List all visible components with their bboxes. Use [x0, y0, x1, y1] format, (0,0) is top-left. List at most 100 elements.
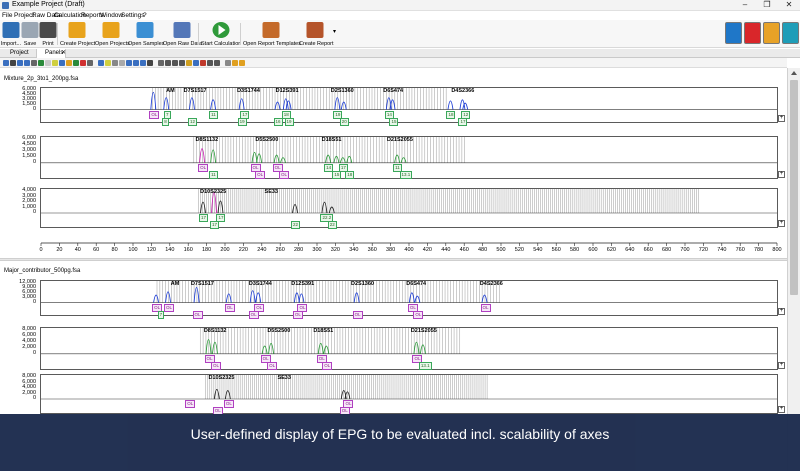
marker-label[interactable]: D6S474 [406, 281, 427, 287]
ruler-icon[interactable] [147, 60, 153, 66]
off-ladder-call-box[interactable]: OL [204, 354, 215, 363]
off-ladder-call-box[interactable]: OL [297, 303, 308, 312]
trace-peak[interactable] [285, 100, 292, 110]
dye-green-icon[interactable] [38, 60, 44, 66]
trace-peak[interactable] [481, 294, 488, 303]
trace-peak[interactable] [212, 341, 218, 354]
trace-peak[interactable] [419, 344, 426, 354]
allele-call-box[interactable]: 19 [284, 117, 294, 126]
epg-panel[interactable] [40, 327, 778, 370]
trace-peak[interactable] [225, 293, 232, 303]
epg-panel[interactable] [40, 87, 778, 123]
arrow-down-icon[interactable] [239, 60, 245, 66]
allele-call-box[interactable]: 17 [210, 221, 220, 229]
trace-peak[interactable] [165, 291, 171, 303]
dye-orange-icon[interactable] [66, 60, 72, 66]
trace-peak[interactable] [339, 157, 346, 163]
trace-peak[interactable] [328, 206, 335, 214]
allele-call-box[interactable]: 22 [291, 221, 301, 229]
off-ladder-call-box[interactable]: OL [149, 110, 160, 119]
allele-call-box[interactable]: 19 [333, 110, 343, 119]
allele-call-box[interactable]: 13.1 [399, 170, 413, 179]
off-ladder-call-box[interactable]: OL [152, 303, 163, 312]
toolbar-button-import[interactable]: Import... [0, 21, 22, 47]
toolbar-button-open-raw-data[interactable]: Open Raw Data [163, 21, 202, 47]
trace-peak[interactable] [325, 154, 332, 163]
trace-peak[interactable] [199, 148, 206, 163]
dye-yellow-icon[interactable] [52, 60, 58, 66]
arrow-up-icon[interactable] [232, 60, 238, 66]
trace-peak[interactable] [200, 201, 206, 214]
menu-window[interactable]: Window [100, 12, 124, 19]
allele-call-box[interactable]: 22 [327, 221, 337, 229]
expand-panel-icon[interactable]: + [778, 115, 785, 122]
trace-peak[interactable] [353, 292, 360, 303]
trace-peak[interactable] [400, 157, 407, 163]
allele-call-box[interactable]: 17 [338, 163, 348, 172]
trace-peak[interactable] [189, 97, 195, 110]
table-icon[interactable] [119, 60, 125, 66]
marker-label[interactable]: D10S2325 [200, 189, 227, 195]
trace-peak[interactable] [193, 287, 200, 303]
marker-label[interactable]: D18S51 [321, 137, 342, 143]
toolbar-button-create-project[interactable]: Create Project [60, 21, 95, 47]
dye-red-icon[interactable] [80, 60, 86, 66]
toolbar-button-save[interactable]: Save [21, 21, 39, 47]
allele-call-box[interactable]: 13.1 [418, 361, 432, 370]
allele-call-box[interactable]: 16 [273, 117, 283, 126]
marker-label[interactable]: SE33 [277, 375, 291, 381]
allele-call-box[interactable]: 12 [187, 117, 197, 126]
hand-icon[interactable] [179, 60, 185, 66]
trace-peak[interactable] [251, 152, 258, 163]
off-ladder-call-box[interactable]: OL [255, 170, 266, 179]
off-ladder-call-box[interactable]: OL [480, 303, 491, 312]
allele-call-box[interactable]: 7 [157, 310, 165, 319]
trace-peak[interactable] [346, 155, 353, 163]
off-ladder-call-box[interactable]: OL [164, 303, 175, 312]
search-icon[interactable] [186, 60, 192, 66]
trace-peak[interactable] [462, 102, 469, 110]
tab-project[interactable]: Project [2, 49, 36, 58]
off-ladder-call-box[interactable]: OL [352, 310, 363, 319]
off-ladder-call-box[interactable]: OL [316, 354, 327, 363]
trace-peak[interactable] [273, 154, 280, 163]
marker-label[interactable]: D6S474 [383, 88, 404, 94]
allele-call-box[interactable]: 15 [389, 117, 399, 126]
allele-call-box[interactable]: 11 [393, 163, 402, 172]
toolbar-button-start-calculation[interactable]: Start Calculation [201, 21, 241, 47]
trace-peak[interactable] [317, 343, 324, 354]
marker-label[interactable]: D3S1744 [248, 281, 272, 287]
trace-peak[interactable] [323, 345, 330, 354]
trace-peak[interactable] [224, 390, 231, 400]
trace-peak[interactable] [321, 201, 328, 214]
trace-peak[interactable] [213, 388, 220, 400]
trace-peak[interactable] [153, 294, 160, 303]
layers-icon[interactable] [207, 60, 213, 66]
chevron-down-icon[interactable]: ▾ [333, 29, 337, 35]
marker-label[interactable]: D10S2325 [208, 375, 235, 381]
trace-peak[interactable] [389, 99, 396, 110]
marker-label[interactable]: D5S2500 [267, 328, 291, 334]
marker-label[interactable]: D8S1132 [195, 137, 219, 143]
scrollbar-thumb[interactable] [790, 80, 798, 295]
marker-label[interactable]: D7S1517 [190, 281, 214, 287]
trace-peak[interactable] [334, 97, 341, 110]
trace-peak[interactable] [249, 290, 256, 303]
dye-gray-icon[interactable] [45, 60, 51, 66]
allele-call-box[interactable]: 12 [461, 110, 471, 119]
marker-label[interactable]: D12S391 [291, 281, 315, 287]
trace-peak[interactable] [274, 101, 281, 110]
minimize-button[interactable]: – [742, 0, 748, 9]
view-icon[interactable] [3, 60, 9, 66]
off-ladder-call-box[interactable]: OL [412, 354, 423, 363]
trace-peak[interactable] [210, 149, 217, 163]
allele-call-box[interactable]: 17 [240, 110, 250, 119]
allele-call-box[interactable]: 15 [332, 170, 342, 179]
epg-panel[interactable] [40, 188, 778, 228]
off-ladder-call-box[interactable]: OL [198, 163, 209, 172]
close-tab-icon[interactable]: ✕ [61, 50, 67, 56]
marker-label[interactable]: D3S1744 [236, 88, 260, 94]
allele-call-box[interactable]: 18 [446, 110, 456, 119]
off-ladder-call-box[interactable]: OL [210, 361, 221, 370]
toolbar-button-report-templates[interactable]: Open Report Templates [243, 21, 301, 47]
